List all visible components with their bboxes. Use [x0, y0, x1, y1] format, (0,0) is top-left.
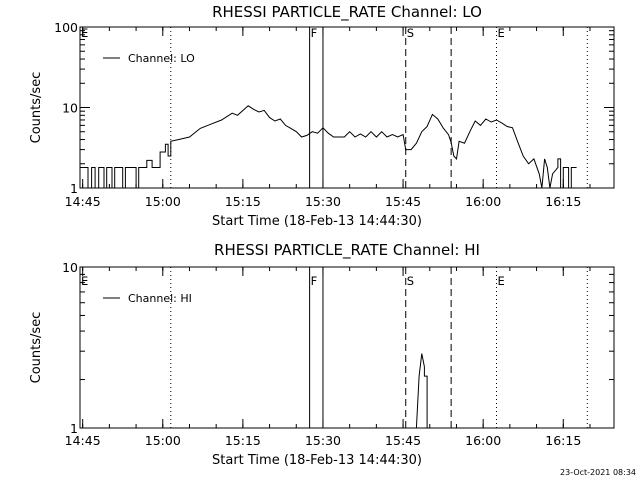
panel-channel-hi: RHESSI PARTICLE_RATE Channel: HI 1 10 14:45… [29, 241, 615, 468]
y-tick-label: 100 [54, 20, 78, 35]
x-tick-label: 15:00 [145, 433, 181, 448]
x-tick-label: 16:00 [465, 433, 501, 448]
x-tick-label: 15:30 [305, 433, 341, 448]
event-marker-label: E [81, 274, 88, 288]
x-tick-label: 15:45 [385, 433, 421, 448]
timestamp-footer: 23-Oct-2021 08:34 [560, 468, 636, 477]
x-tick-label: 15:45 [385, 194, 421, 209]
y-axis-label: Counts/sec [29, 312, 44, 384]
chart-title: RHESSI PARTICLE_RATE Channel: HI [214, 241, 480, 260]
event-marker-label: F [311, 274, 318, 288]
x-tick-label: 16:15 [545, 433, 581, 448]
x-tick-label: 15:15 [225, 194, 261, 209]
chart-title: RHESSI PARTICLE_RATE Channel: LO [212, 3, 482, 22]
y-tick-label: 1 [70, 181, 78, 196]
legend-label: Channel: HI [128, 292, 192, 305]
event-marker-label: E [81, 26, 88, 40]
x-tick-label: 15:30 [305, 194, 341, 209]
event-marker-label: E [498, 274, 505, 288]
plot-frame [79, 266, 615, 429]
x-axis-label: Start Time (18-Feb-13 14:44:30) [212, 453, 422, 468]
y-tick-label: 10 [62, 260, 78, 275]
y-tick-label: 1 [70, 421, 78, 436]
series-line [415, 353, 428, 429]
panel-channel-lo: RHESSI PARTICLE_RATE Channel: LO 1 10 100 14… [29, 3, 615, 229]
y-tick-label: 10 [62, 101, 78, 116]
x-tick-label: 15:00 [145, 194, 181, 209]
event-marker-label: S [407, 26, 414, 40]
x-tick-label: 15:15 [225, 433, 261, 448]
event-marker-label: E [498, 26, 505, 40]
event-marker-label: F [311, 26, 318, 40]
series-line [80, 105, 577, 189]
x-tick-label: 16:00 [465, 194, 501, 209]
legend-label: Channel: LO [128, 52, 195, 65]
x-tick-label: 16:15 [545, 194, 581, 209]
y-axis-label: Counts/sec [29, 72, 44, 144]
x-tick-label: 14:45 [65, 433, 101, 448]
x-axis-label: Start Time (18-Feb-13 14:44:30) [212, 214, 422, 229]
plot-frame [79, 26, 615, 189]
x-tick-label: 14:45 [65, 194, 101, 209]
event-marker-label: S [407, 274, 414, 288]
